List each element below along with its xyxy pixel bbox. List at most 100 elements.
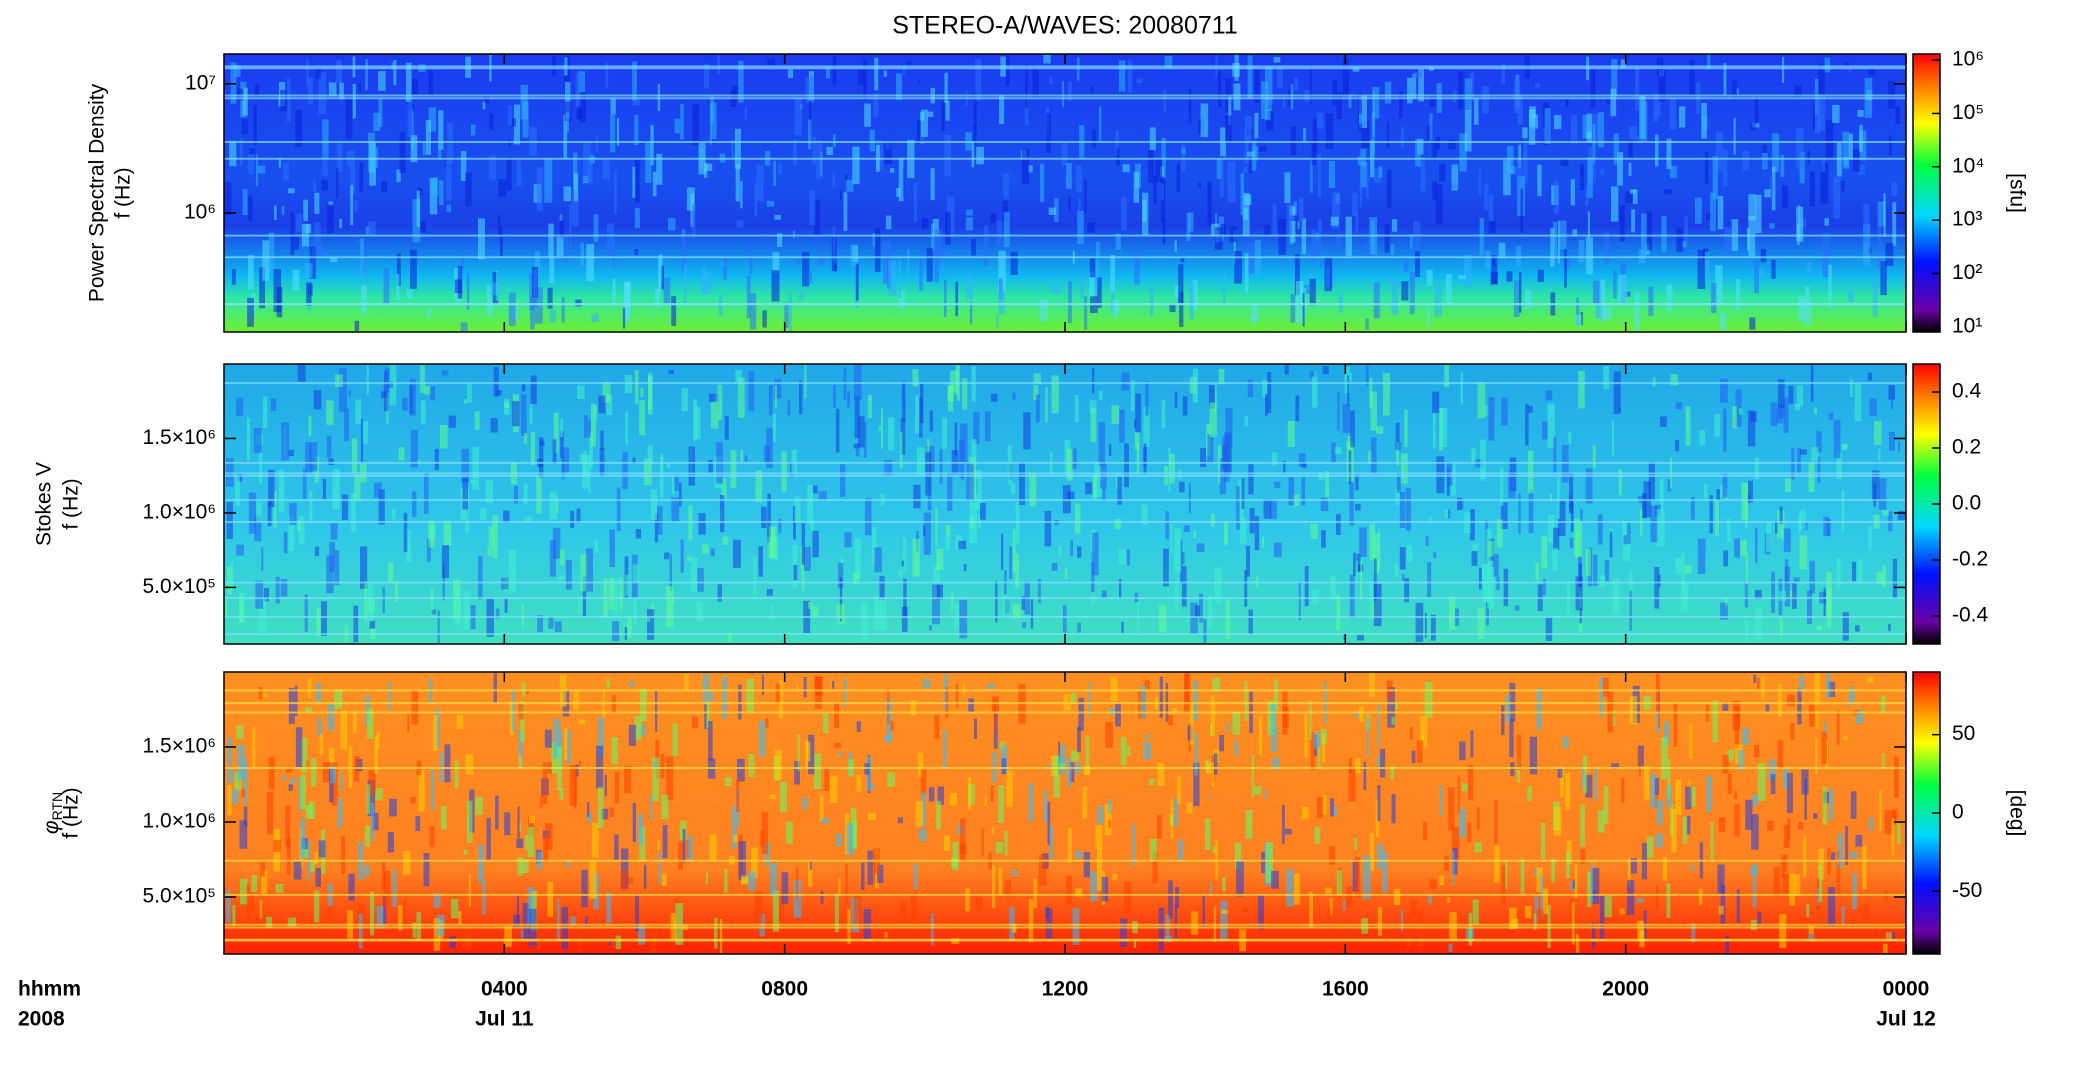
texture-cell bbox=[352, 83, 356, 119]
texture-cell bbox=[1471, 550, 1478, 566]
texture-cell bbox=[318, 840, 326, 858]
texture-cell bbox=[586, 243, 595, 282]
texture-cell bbox=[611, 737, 618, 765]
texture-cell bbox=[1251, 303, 1259, 324]
texture-cell bbox=[403, 850, 411, 875]
y-tick-label: 1.5×10⁶ bbox=[143, 735, 216, 758]
texture-cell bbox=[1629, 126, 1637, 140]
texture-cell bbox=[259, 452, 263, 484]
texture-cell bbox=[674, 475, 679, 491]
texture-cell bbox=[629, 680, 635, 688]
texture-cell bbox=[477, 845, 484, 883]
texture-cell bbox=[668, 218, 676, 231]
texture-cell bbox=[461, 448, 470, 483]
texture-cell bbox=[1003, 211, 1010, 248]
texture-cell bbox=[998, 289, 1005, 314]
texture-cell bbox=[306, 59, 309, 87]
texture-cell bbox=[1519, 271, 1522, 313]
texture-cell bbox=[1583, 755, 1587, 794]
texture-cell bbox=[370, 803, 375, 841]
texture-cell bbox=[1083, 852, 1091, 878]
texture-cell bbox=[1824, 57, 1831, 73]
texture-cell bbox=[1765, 522, 1772, 553]
texture-cell bbox=[1557, 768, 1563, 778]
texture-cell bbox=[411, 491, 417, 517]
texture-cell bbox=[1765, 704, 1770, 712]
texture-cell bbox=[319, 243, 323, 260]
texture-cell bbox=[792, 139, 798, 166]
texture-cell bbox=[775, 683, 781, 705]
texture-cell bbox=[1244, 416, 1249, 426]
texture-cell bbox=[939, 449, 943, 484]
texture-cell bbox=[480, 507, 487, 521]
texture-cell bbox=[563, 186, 572, 202]
texture-cell bbox=[458, 910, 462, 925]
x-tick-label: 1600 bbox=[1322, 978, 1369, 1001]
texture-cell bbox=[241, 119, 249, 135]
texture-cell bbox=[403, 512, 408, 553]
texture-cell bbox=[486, 817, 491, 861]
texture-cell bbox=[1323, 795, 1327, 815]
texture-cell bbox=[251, 875, 258, 892]
texture-cell bbox=[236, 544, 244, 556]
texture-cell bbox=[1163, 90, 1166, 113]
texture-cell bbox=[1347, 375, 1350, 407]
texture-cell bbox=[1107, 799, 1112, 814]
texture-cell bbox=[1836, 850, 1841, 894]
texture-cell bbox=[1752, 868, 1757, 908]
texture-cell bbox=[1689, 724, 1693, 759]
texture-cell bbox=[286, 838, 291, 875]
texture-cell bbox=[1294, 78, 1299, 91]
y-tick-label: 5.0×10⁵ bbox=[142, 575, 216, 598]
texture-cell bbox=[361, 421, 368, 444]
texture-cell bbox=[1492, 554, 1499, 577]
texture-cell bbox=[1037, 579, 1041, 604]
texture-cell bbox=[428, 520, 435, 548]
texture-cell bbox=[339, 82, 344, 100]
texture-cell bbox=[1724, 597, 1728, 606]
texture-cell bbox=[1517, 94, 1524, 125]
texture-cell bbox=[1360, 560, 1363, 600]
texture-cell bbox=[314, 192, 320, 214]
texture-cell bbox=[1503, 568, 1509, 607]
texture-cell bbox=[998, 785, 1004, 823]
texture-cell bbox=[854, 396, 860, 439]
texture-cell bbox=[1316, 112, 1324, 129]
texture-cell bbox=[1309, 891, 1314, 928]
texture-cell bbox=[657, 840, 660, 851]
texture-cell bbox=[961, 378, 968, 410]
texture-cell bbox=[787, 69, 794, 79]
texture-cell bbox=[627, 618, 632, 638]
texture-cell bbox=[1023, 412, 1031, 450]
texture-cell bbox=[1365, 318, 1369, 330]
texture-cell bbox=[1857, 559, 1863, 584]
texture-cell bbox=[872, 526, 877, 565]
texture-cell bbox=[697, 567, 704, 592]
texture-cell bbox=[1038, 854, 1047, 886]
texture-cell bbox=[1715, 265, 1723, 305]
texture-cell bbox=[1416, 740, 1424, 763]
texture-cell bbox=[852, 819, 858, 850]
texture-cell bbox=[278, 469, 285, 513]
texture-cell bbox=[1377, 754, 1381, 769]
texture-cell bbox=[1387, 687, 1395, 728]
texture-cell bbox=[883, 70, 887, 77]
texture-cell bbox=[1732, 700, 1741, 731]
texture-cell bbox=[1377, 704, 1380, 747]
texture-cell bbox=[575, 764, 579, 777]
texture-cell bbox=[1349, 482, 1354, 526]
texture-cell bbox=[1222, 877, 1226, 892]
texture-cell bbox=[1439, 785, 1443, 816]
texture-cell bbox=[624, 282, 631, 316]
texture-cell bbox=[372, 147, 379, 168]
texture-cell bbox=[1243, 166, 1249, 173]
texture-cell bbox=[1149, 838, 1157, 860]
texture-cell bbox=[399, 131, 406, 174]
texture-cell bbox=[225, 596, 228, 617]
texture-cell bbox=[1220, 224, 1227, 235]
texture-cell bbox=[1867, 676, 1873, 684]
texture-cell bbox=[820, 890, 824, 904]
texture-cell bbox=[610, 114, 616, 153]
texture-cell bbox=[1354, 711, 1360, 718]
texture-cell bbox=[243, 762, 248, 805]
